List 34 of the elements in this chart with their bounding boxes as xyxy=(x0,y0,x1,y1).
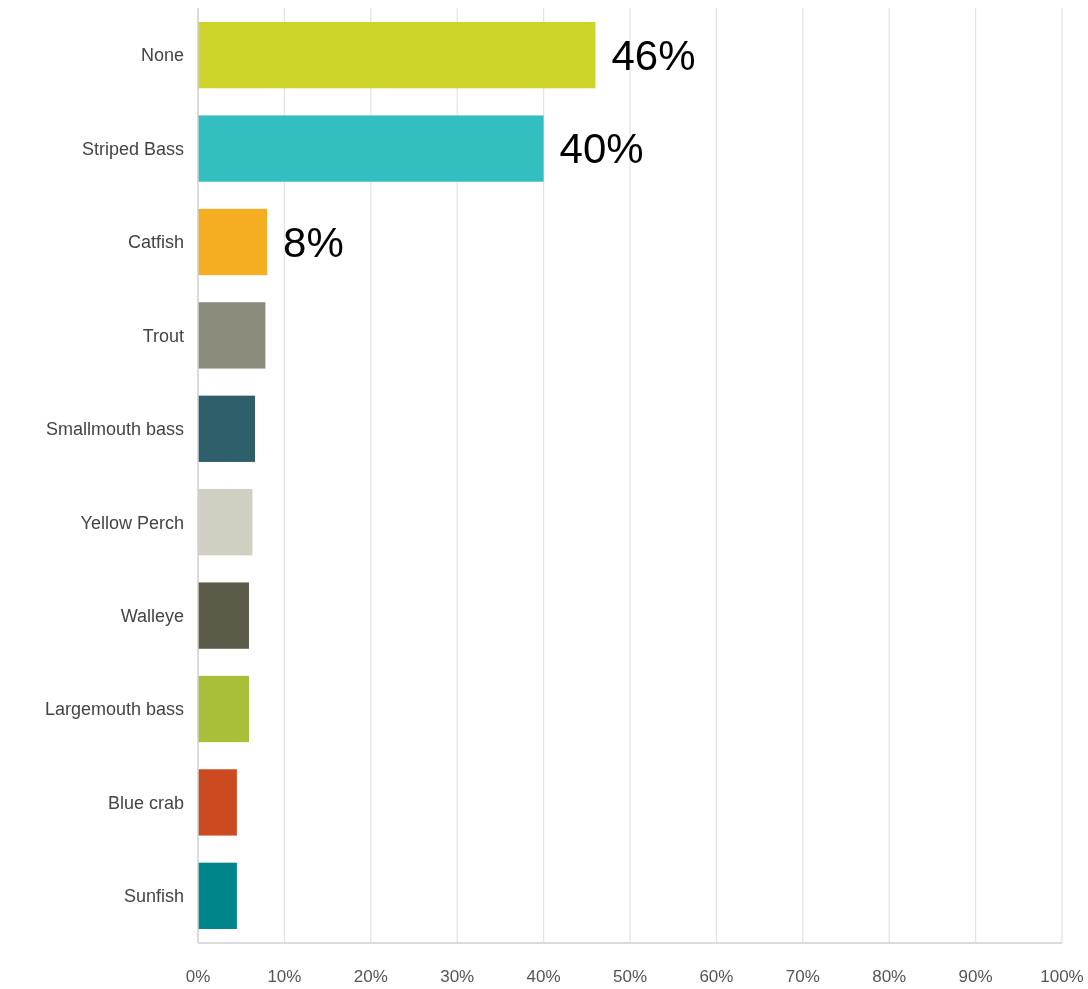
bar xyxy=(198,769,237,836)
y-tick-label: Catfish xyxy=(127,232,184,253)
bar xyxy=(198,862,237,929)
x-tick-label: 30% xyxy=(440,967,475,986)
data-label: 40% xyxy=(559,125,644,173)
bar xyxy=(198,582,249,649)
bar xyxy=(198,489,253,556)
y-tick-label: Blue crab xyxy=(107,792,184,813)
bar xyxy=(198,302,266,369)
y-tick-label: Sunfish xyxy=(123,886,184,907)
y-tick-label: Striped Bass xyxy=(81,138,184,159)
x-tick-label: 70% xyxy=(785,967,820,986)
y-tick-label: Smallmouth bass xyxy=(45,419,184,440)
x-tick-label: 20% xyxy=(353,967,388,986)
x-tick-label: 80% xyxy=(872,967,907,986)
bar xyxy=(198,395,256,462)
x-tick-label: 40% xyxy=(526,967,561,986)
x-tick-label: 50% xyxy=(612,967,648,986)
x-tick-label: 0% xyxy=(185,967,211,986)
x-tick-label: 60% xyxy=(699,967,734,986)
bar xyxy=(198,22,596,89)
data-label: 8% xyxy=(283,218,344,266)
y-tick-label: Largemouth bass xyxy=(44,699,184,720)
bar xyxy=(198,115,544,182)
y-tick-label: Walleye xyxy=(120,605,184,626)
y-tick-label: Yellow Perch xyxy=(80,512,184,533)
bar xyxy=(198,675,249,743)
y-tick-label: None xyxy=(140,45,184,66)
x-tick-label: 90% xyxy=(958,967,993,986)
data-label: 46% xyxy=(611,31,696,79)
bar xyxy=(198,208,268,276)
x-tick-label: 100% xyxy=(1040,967,1084,986)
x-tick-label: 10% xyxy=(267,967,302,986)
y-tick-label: Trout xyxy=(142,325,184,346)
